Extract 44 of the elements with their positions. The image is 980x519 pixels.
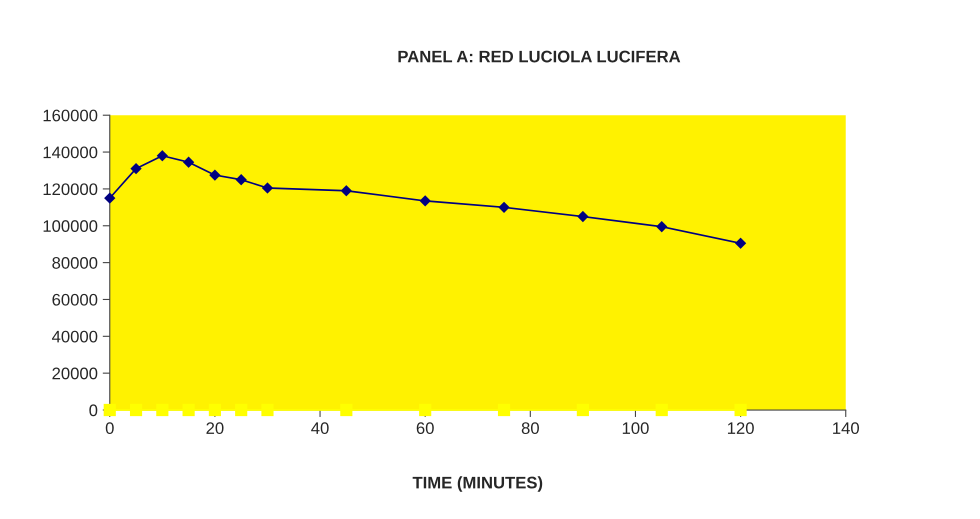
point bbox=[576, 404, 589, 416]
point bbox=[656, 221, 668, 232]
y-tick-label: 20000 bbox=[52, 368, 98, 380]
point bbox=[734, 404, 747, 416]
point bbox=[208, 404, 221, 416]
point bbox=[261, 404, 274, 416]
point bbox=[340, 404, 352, 416]
point bbox=[104, 192, 116, 204]
point bbox=[182, 404, 195, 416]
point bbox=[577, 211, 588, 222]
point bbox=[420, 195, 431, 206]
x-tick-label: 120 bbox=[728, 422, 754, 434]
point bbox=[183, 156, 194, 168]
y-tick-label: 60000 bbox=[52, 294, 98, 306]
y-tick-label: 140000 bbox=[44, 146, 98, 158]
point bbox=[130, 163, 142, 174]
point bbox=[156, 404, 168, 416]
x-tick-label: 20 bbox=[206, 422, 224, 434]
x-axis-title: TIME (MINUTES) bbox=[412, 476, 542, 492]
point bbox=[236, 174, 247, 186]
x-tick-label: 100 bbox=[622, 422, 649, 434]
y-tick-label: 40000 bbox=[52, 330, 98, 343]
point bbox=[235, 404, 248, 416]
point bbox=[340, 185, 352, 196]
point bbox=[156, 150, 168, 162]
y-tick-label: 80000 bbox=[52, 257, 98, 269]
point bbox=[656, 404, 668, 416]
x-tick-label: 0 bbox=[106, 422, 114, 434]
point bbox=[735, 238, 746, 249]
point bbox=[262, 182, 273, 194]
y-tick-label: 0 bbox=[89, 404, 98, 416]
point bbox=[209, 170, 220, 181]
y-tick-label: 100000 bbox=[44, 220, 98, 232]
point bbox=[419, 404, 432, 416]
x-tick-label: 60 bbox=[416, 422, 434, 434]
point bbox=[498, 404, 510, 416]
y-tick-label: 120000 bbox=[44, 183, 98, 196]
x-tick-label: 40 bbox=[311, 422, 329, 434]
x-tick-label: 140 bbox=[833, 422, 859, 434]
x-tick-label: 80 bbox=[522, 422, 539, 434]
point bbox=[498, 202, 510, 213]
point bbox=[130, 404, 142, 416]
y-tick-label: 160000 bbox=[44, 110, 98, 122]
chart-title: PANEL A: RED LUCIOLA LUCIFERA bbox=[398, 50, 680, 62]
